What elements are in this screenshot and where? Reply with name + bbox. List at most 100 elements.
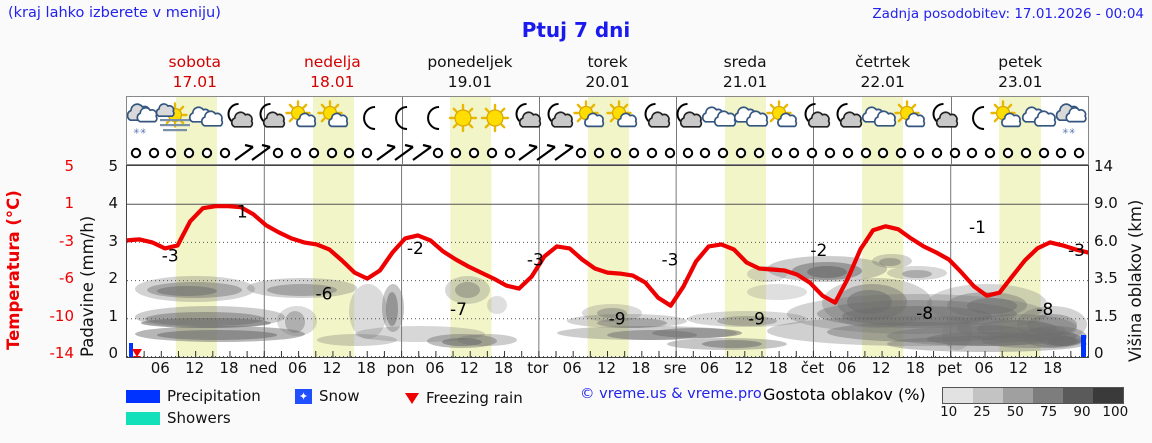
day-name: torek — [587, 53, 628, 71]
day-separator — [264, 141, 266, 164]
cloud-blob — [597, 318, 667, 328]
wind-calm-icon — [668, 142, 708, 163]
wind-calm-icon — [863, 142, 903, 163]
moon-icon — [379, 99, 419, 139]
wind-calm-icon — [774, 142, 814, 163]
x-axis-label-16: 06 — [699, 359, 719, 377]
cloud-blob — [285, 311, 305, 333]
x-axis-label-24: 06 — [974, 359, 994, 377]
cloud-height-tick-3: 3.5 — [1094, 269, 1118, 288]
wind-calm-icon — [258, 142, 298, 163]
cloud-cloud-icon — [187, 99, 227, 139]
wind-calm-icon — [418, 142, 458, 163]
moon-cloud-icon — [668, 99, 708, 139]
wind-calm-icon — [739, 142, 779, 163]
wind-calm-icon — [347, 142, 387, 163]
day-date: 19.01 — [447, 73, 493, 91]
wind-barb-icon — [240, 142, 280, 163]
cloud-blob — [349, 284, 387, 339]
precipitation-tick-4: 1 — [108, 306, 118, 325]
moon-cloud-icon — [636, 99, 676, 139]
cloud-cloud-icon — [860, 99, 900, 139]
wind-calm-icon — [614, 142, 654, 163]
day-name: nedelja — [303, 53, 361, 71]
temperature-annotation: -3 — [527, 250, 544, 270]
cloud-density-scale-step-4 — [1063, 388, 1093, 403]
temperature-tick-1: 1 — [64, 194, 74, 213]
x-axis-label-3: ned — [249, 359, 278, 377]
forecast-plot: -3 1 -6 -2 -7 -3 -9 -3 -9 -2 -8 -1 -8 -3 — [126, 165, 1089, 358]
cloud-blob — [982, 334, 1082, 348]
precipitation-tick-1: 4 — [108, 194, 118, 213]
moon-icon — [956, 99, 996, 139]
freezing-rain-icon — [405, 392, 419, 404]
cloud-height-axis-title: Višina oblakov (km) — [1126, 199, 1145, 362]
cloud-blob — [702, 340, 762, 348]
cloud-blob — [487, 296, 507, 314]
wind-calm-icon — [276, 142, 316, 163]
temperature-annotation: -7 — [450, 300, 467, 320]
x-axis-label-9: 12 — [459, 359, 479, 377]
daylight-band — [175, 141, 217, 164]
wind-barb-icon — [383, 142, 423, 163]
moon-cloud-icon — [539, 99, 579, 139]
cloud-sun-fog-icon — [155, 99, 195, 139]
cloud-blob — [317, 334, 397, 346]
wind-calm-icon — [632, 142, 672, 163]
cloud-density-scale-step-2 — [1003, 388, 1033, 403]
cloud-blob — [457, 334, 517, 346]
temperature-annotation: -2 — [407, 239, 424, 259]
cloud-blob — [887, 266, 947, 280]
sun-cloud-icon — [604, 99, 644, 139]
cloud-blob — [747, 284, 807, 300]
temperature-curve — [127, 204, 1088, 308]
cloud-density-scale-tick-3: 75 — [1040, 404, 1058, 420]
legend-precipitation: Precipitation — [126, 387, 261, 405]
precipitation-tick-2: 3 — [108, 231, 118, 250]
cloud-blob — [445, 276, 490, 304]
cloud-blob — [442, 338, 482, 346]
wind-calm-icon — [187, 142, 227, 163]
moon-cloud-icon — [796, 99, 836, 139]
cloud-density-scale-tick-2: 50 — [1006, 404, 1024, 420]
day-date: 23.01 — [998, 73, 1043, 91]
day-separator — [676, 141, 678, 164]
wind-calm-icon — [703, 142, 743, 163]
sun-cloud-icon — [988, 99, 1028, 139]
moon-cloud-icon — [219, 99, 259, 139]
daylight-band — [999, 141, 1041, 164]
freezing-rain-marker — [132, 349, 142, 357]
wind-barb-icon — [401, 142, 441, 163]
legend-freezing-rain-label: Freezing rain — [426, 389, 523, 407]
cloud-density-scale-step-5 — [1093, 388, 1123, 403]
x-axis-label-13: 12 — [596, 359, 617, 377]
x-axis-label-15: sre — [663, 359, 687, 377]
sun-cloud-icon — [764, 99, 804, 139]
wind-calm-icon — [454, 142, 494, 163]
day-separator — [538, 141, 540, 164]
temperature-axis-title: Temperatura (°C) — [4, 190, 23, 350]
day-header-2: ponedeljek 19.01 — [401, 52, 539, 94]
cloud-density-layer — [135, 254, 1087, 352]
wind-calm-icon — [881, 142, 921, 163]
wind-barb-icon — [365, 142, 405, 163]
day-name: sreda — [723, 53, 767, 71]
daylight-band — [313, 166, 355, 357]
copyright-label: © vreme.us & vreme.pro — [580, 386, 762, 402]
x-axis-label-18: 18 — [768, 359, 788, 377]
cloud-blob — [157, 330, 277, 340]
cloud-density-scale — [942, 387, 1124, 404]
cloud-height-tick-0: 14 — [1094, 157, 1114, 175]
day-header-0: sobota 17.01 — [126, 52, 264, 94]
x-axis-label-26: 18 — [1043, 359, 1063, 377]
day-name: četrtek — [855, 53, 911, 71]
precipitation-tick-0: 5 — [108, 157, 118, 175]
moon-cloud-icon — [507, 99, 547, 139]
wind-calm-icon — [970, 142, 1010, 163]
cloud-blob — [902, 270, 932, 278]
cloud-blob — [872, 254, 912, 268]
x-axis-label-19: čet — [800, 359, 825, 377]
moon-icon — [411, 99, 451, 139]
wind-barb-icon — [543, 142, 583, 163]
moon-cloud-icon — [251, 99, 291, 139]
